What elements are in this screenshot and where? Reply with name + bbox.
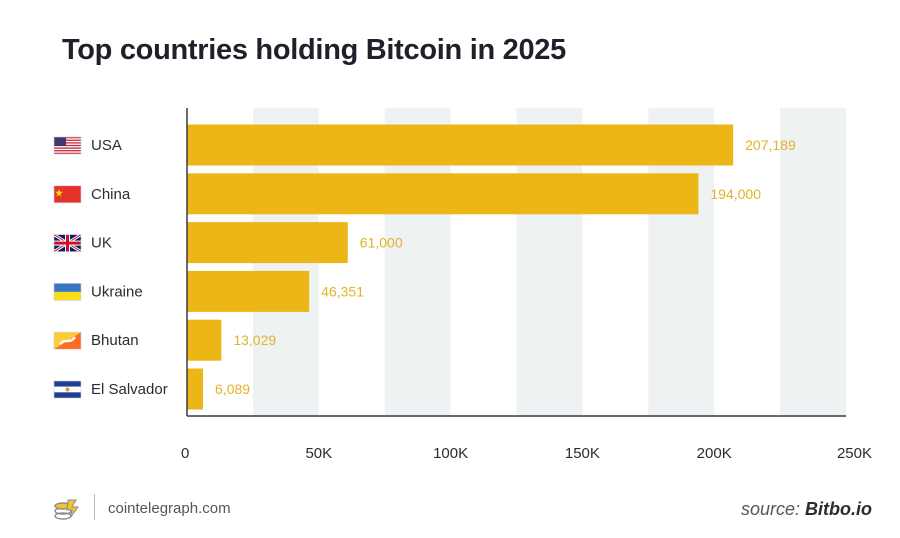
category-label: China — [91, 186, 131, 203]
site-name: cointelegraph.com — [108, 500, 231, 517]
bar-el-salvador — [187, 368, 204, 410]
chart-title: Top countries holding Bitcoin in 2025 — [62, 34, 566, 66]
data-label: 207,189 — [745, 137, 796, 153]
category-label: USA — [91, 137, 122, 154]
x-tick-label: 100K — [433, 445, 468, 462]
usa-flag-icon — [53, 136, 82, 155]
x-tick-label: 200K — [697, 445, 732, 462]
x-tick-label: 0 — [181, 445, 189, 462]
cointelegraph-logo-icon — [52, 496, 82, 527]
x-tick-label: 150K — [565, 445, 600, 462]
china-flag-icon — [53, 185, 82, 204]
bar-usa — [187, 124, 734, 166]
grid-band — [780, 108, 846, 416]
category-label: Ukraine — [91, 283, 143, 300]
bar-ukraine — [187, 270, 310, 312]
uk-flag-icon — [53, 233, 82, 253]
x-tick-label: 250K — [837, 445, 872, 462]
data-label: 46,351 — [321, 283, 364, 299]
source-label: source: — [740, 499, 800, 519]
ukraine-flag-icon — [53, 283, 82, 301]
category-label: UK — [91, 235, 112, 252]
bar-chart: 207,189 USA 194,000 China 61,000 UK 46,351 Ukra… — [53, 108, 872, 462]
source-name: Bitbo.io — [805, 499, 872, 519]
bar-china — [187, 173, 699, 215]
source-credit: source: Bitbo.io — [741, 499, 872, 520]
bhutan-flag-icon — [53, 331, 82, 350]
footer-divider — [94, 494, 95, 520]
category-label: Bhutan — [91, 332, 139, 349]
bar-bhutan — [187, 319, 222, 361]
data-label: 194,000 — [710, 186, 761, 202]
data-label: 6,089 — [215, 381, 250, 397]
footer: cointelegraph.com source: Bitbo.io — [0, 490, 900, 530]
bar-uk — [187, 222, 348, 264]
data-label: 13,029 — [233, 332, 276, 348]
x-tick-label: 50K — [305, 445, 332, 462]
el-salvador-flag-icon — [53, 380, 82, 399]
category-label: El Salvador — [91, 381, 168, 398]
data-label: 61,000 — [360, 235, 403, 251]
